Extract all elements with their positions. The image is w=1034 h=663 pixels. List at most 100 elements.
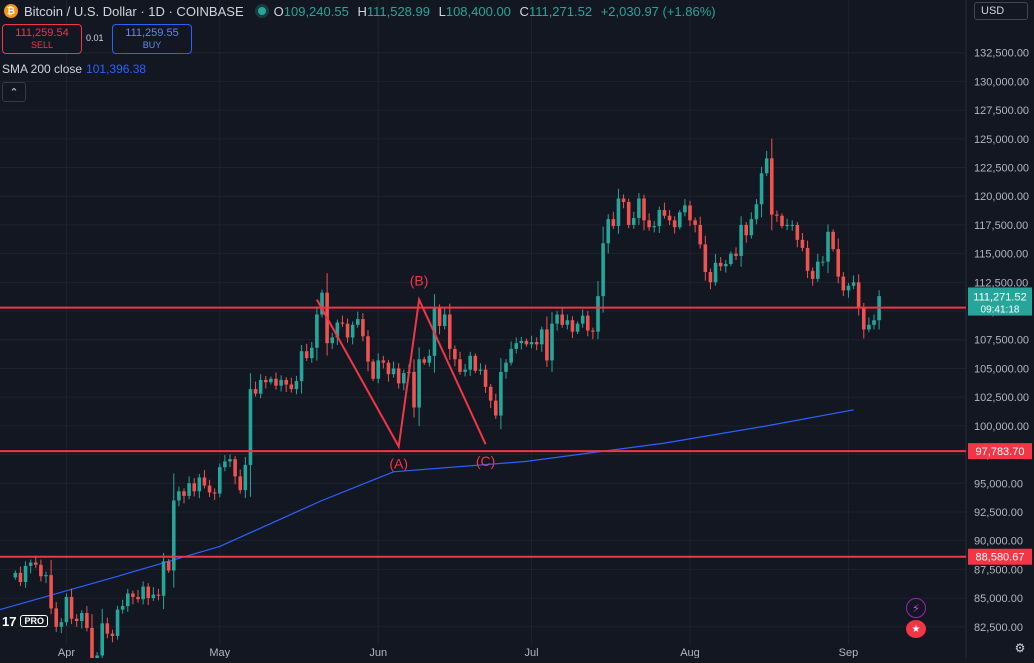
candle-body <box>264 380 268 382</box>
lightning-icon[interactable]: ⚡ <box>906 598 926 618</box>
candle-body <box>872 320 876 325</box>
abc-pattern-point-label: (A) <box>389 456 408 472</box>
x-tick-label: Jul <box>525 647 539 658</box>
candle-body <box>734 254 738 256</box>
candle-body <box>295 381 299 389</box>
sell-label: SELL <box>31 39 53 51</box>
candle-body <box>192 483 196 491</box>
candle-body <box>167 561 171 570</box>
candle-body <box>141 587 145 600</box>
candle-body <box>535 342 539 344</box>
candle-body <box>305 351 309 358</box>
y-tick-label: 87,500.00 <box>974 564 1023 576</box>
candle-body <box>545 329 549 360</box>
candle-body <box>422 359 426 362</box>
candle-body <box>683 205 687 212</box>
candle-body <box>70 597 74 619</box>
candle-body <box>44 575 48 576</box>
candle-body <box>392 368 396 374</box>
candle[interactable] <box>474 354 478 374</box>
y-tick-label: 132,500.00 <box>974 48 1029 60</box>
candle-body <box>310 348 314 358</box>
abc-pattern-point-label: (B) <box>410 273 429 289</box>
candle-body <box>361 319 365 336</box>
candle-body <box>724 264 728 266</box>
candle-body <box>228 459 232 461</box>
candle-body <box>852 282 856 285</box>
candle-body <box>729 254 733 264</box>
candle-body <box>719 263 723 266</box>
candle-body <box>412 372 416 408</box>
candle-body <box>182 491 186 496</box>
candle-body <box>796 225 800 240</box>
us-flag-icon[interactable]: ★ <box>906 620 926 638</box>
candle-body <box>14 573 18 578</box>
market-status-icon[interactable] <box>258 7 266 15</box>
candle-body <box>300 351 304 381</box>
close-value: 111,271.52 <box>529 4 592 19</box>
candle-body <box>811 271 815 279</box>
y-tick-label: 120,000.00 <box>974 191 1029 203</box>
candle-body <box>750 219 754 235</box>
candle-body <box>509 349 513 363</box>
candle[interactable] <box>831 229 835 251</box>
sell-button[interactable]: 111,259.54 SELL <box>2 24 82 54</box>
candle-body <box>474 356 478 371</box>
candle-body <box>315 314 319 347</box>
candle[interactable] <box>218 463 222 497</box>
candle-body <box>269 379 273 382</box>
candle-body <box>627 202 631 225</box>
buy-button[interactable]: 111,259.55 BUY <box>112 24 192 54</box>
settings-gear-icon[interactable]: ⚙ <box>1012 640 1028 656</box>
x-tick-label: Jun <box>369 647 387 658</box>
candle-body <box>821 262 825 263</box>
candle-body <box>346 324 350 338</box>
candle-body <box>770 158 774 214</box>
collapse-legend-button[interactable]: ⌃ <box>2 82 26 102</box>
y-tick-label: 115,000.00 <box>974 249 1028 261</box>
candle-body <box>647 220 651 227</box>
candle-body <box>387 363 391 374</box>
y-tick-label: 95,000.00 <box>974 478 1023 490</box>
candle-body <box>376 360 380 378</box>
candle-body <box>688 205 692 220</box>
candle-body <box>39 565 43 576</box>
candle-body <box>632 218 636 225</box>
candle-body <box>591 331 595 332</box>
candle-body <box>622 199 626 202</box>
candle[interactable] <box>371 359 375 381</box>
candle-body <box>254 389 258 394</box>
candle-body <box>673 220 677 227</box>
symbol-title[interactable]: Bitcoin / U.S. Dollar · 1D · COINBASE <box>24 4 244 19</box>
x-tick-label: May <box>209 647 230 658</box>
open-value: 109,240.55 <box>284 4 349 19</box>
x-tick-label: Aug <box>680 647 700 658</box>
candle-body <box>790 225 794 226</box>
high-value: 111,528.99 <box>367 4 430 19</box>
candle-body <box>663 210 667 216</box>
high-label: H <box>357 4 366 19</box>
candle-body <box>131 593 135 596</box>
currency-selector[interactable]: USD <box>974 2 1028 20</box>
candle[interactable] <box>65 593 69 625</box>
sma-value: 101,396.38 <box>86 62 146 76</box>
candle-body <box>560 314 564 324</box>
candle-body <box>203 478 207 486</box>
candle-body <box>867 325 871 330</box>
candle[interactable] <box>678 210 682 230</box>
candle-body <box>85 613 89 628</box>
candle-body <box>576 324 580 332</box>
candle-body <box>162 561 166 595</box>
candle-body <box>555 314 559 323</box>
candle-body <box>249 389 253 465</box>
candle-body <box>484 370 488 387</box>
candle-body <box>606 219 610 243</box>
candle[interactable] <box>116 606 120 640</box>
candle-body <box>468 356 472 370</box>
candle[interactable] <box>627 199 631 228</box>
candle[interactable] <box>320 290 324 318</box>
